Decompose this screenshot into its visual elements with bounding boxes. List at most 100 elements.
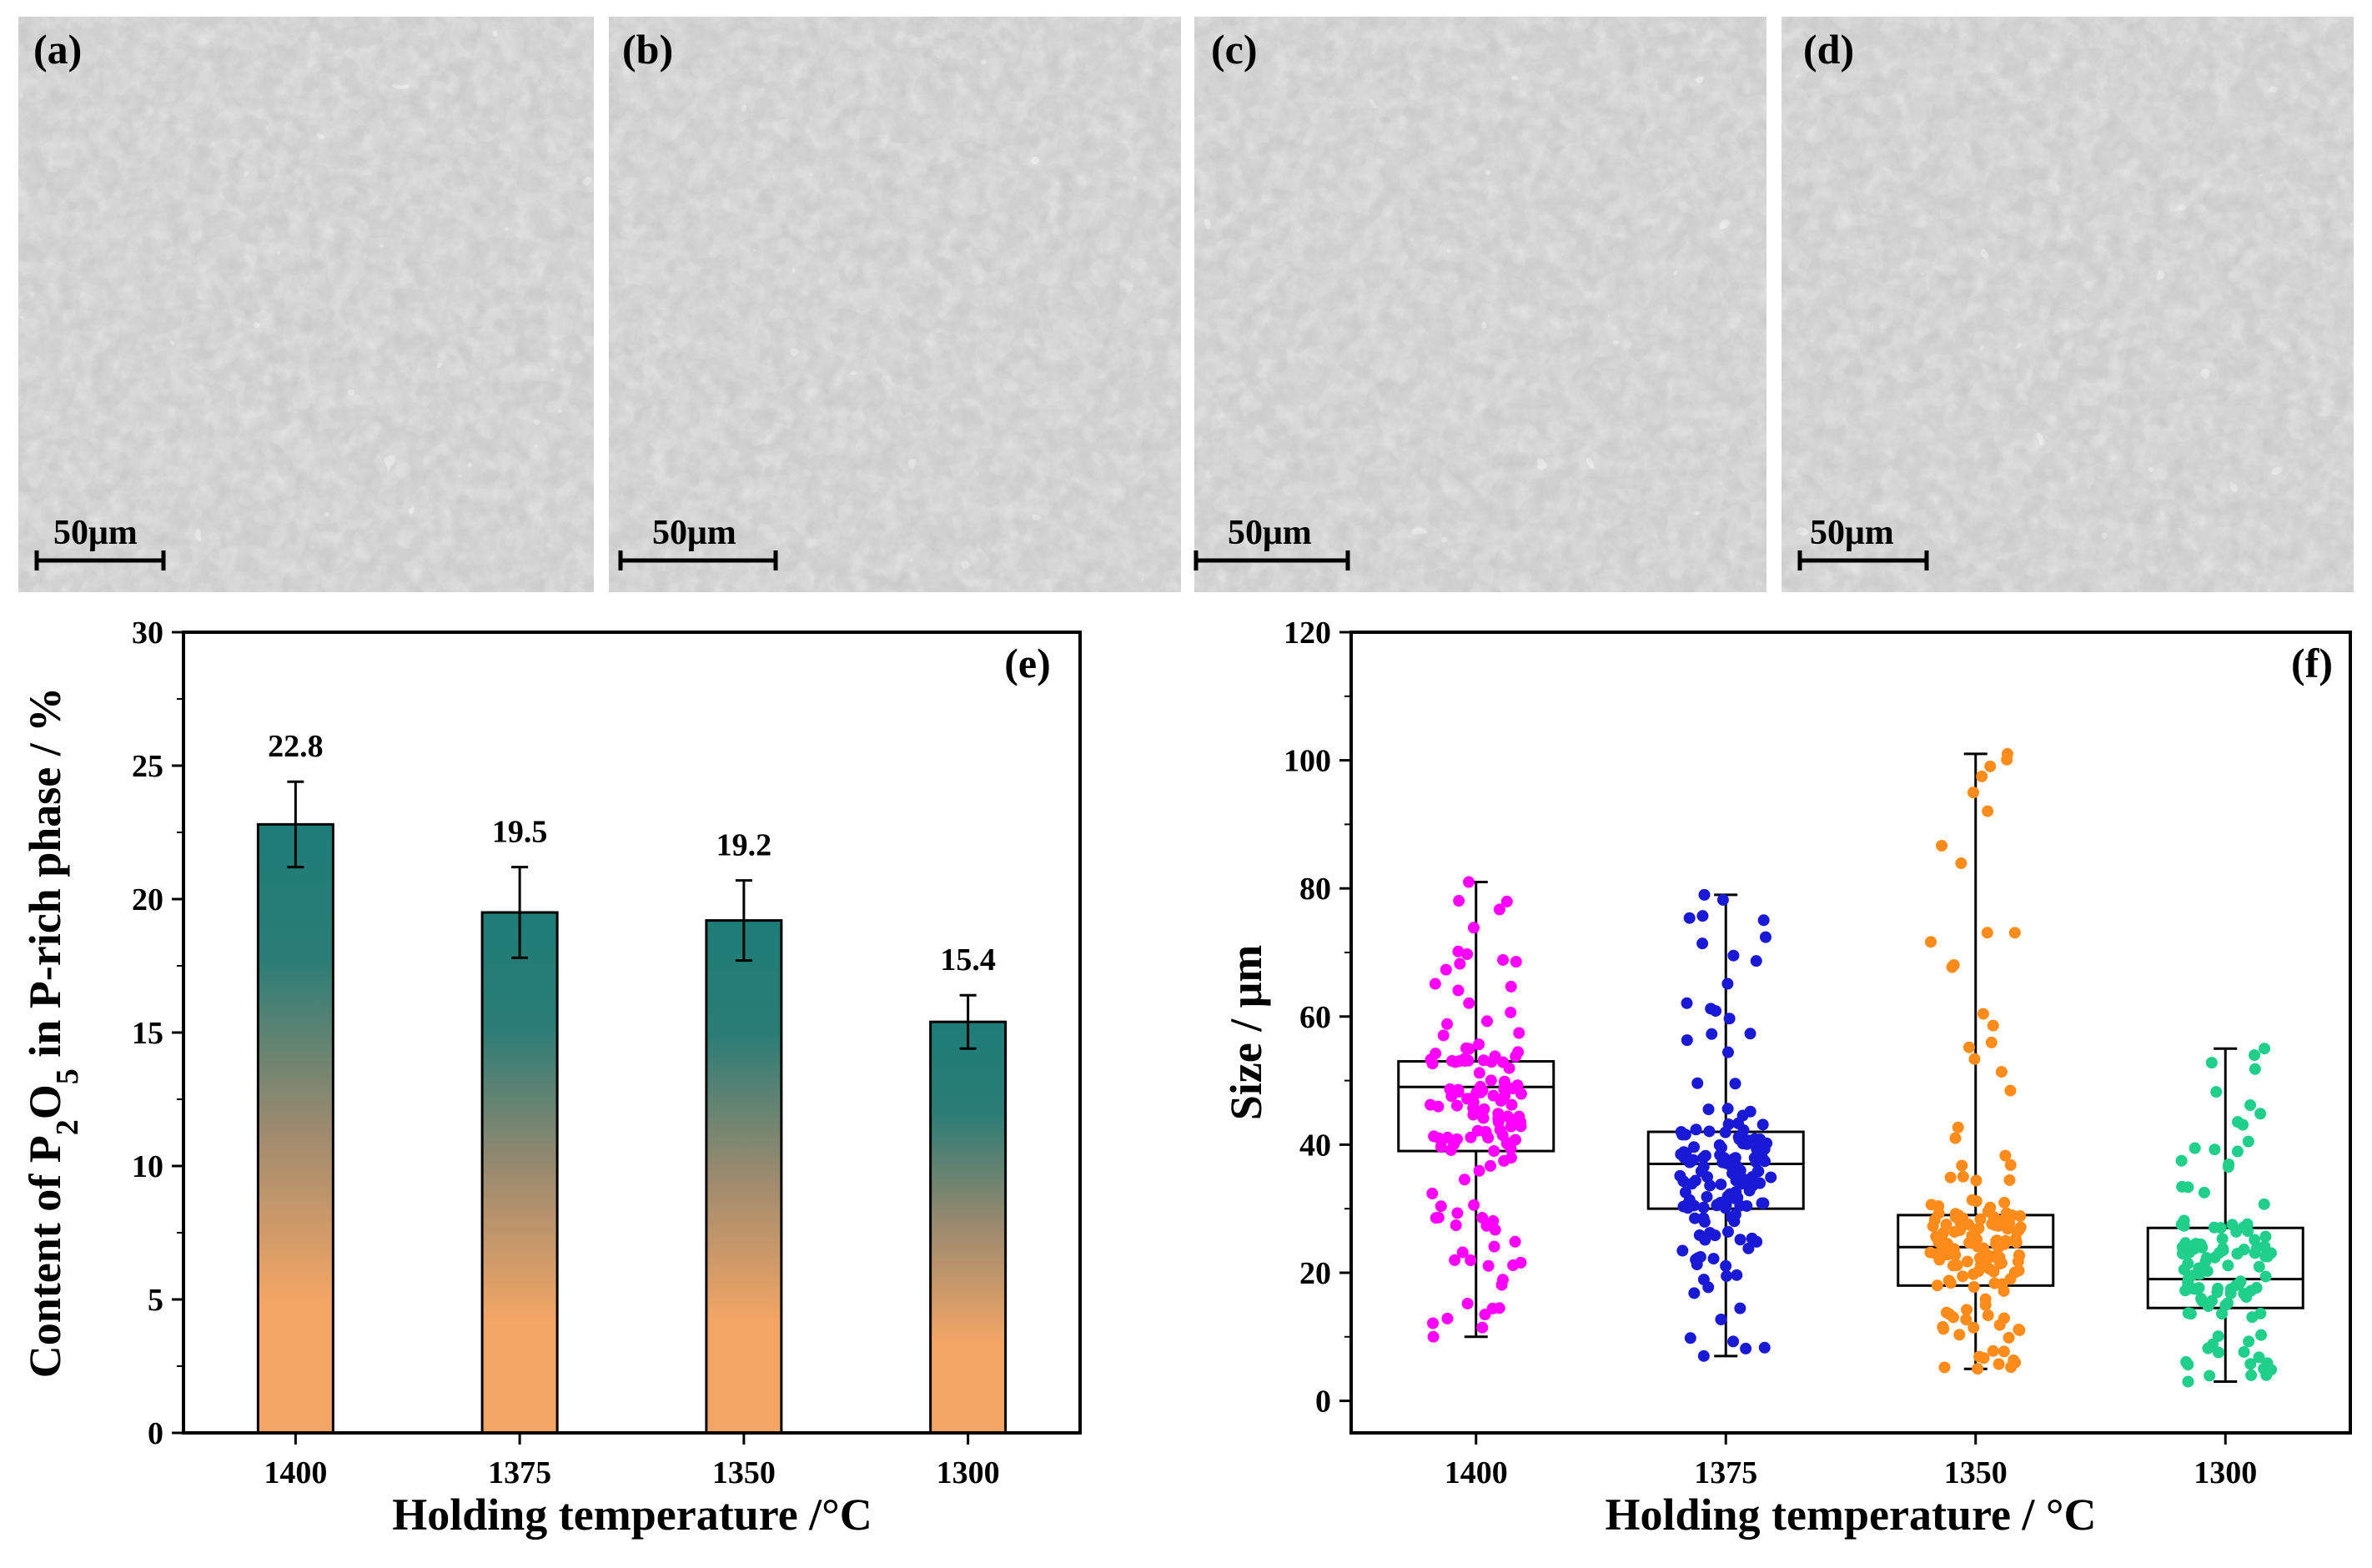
data-point-1400 — [1479, 1309, 1491, 1321]
data-point-1400 — [1471, 1124, 1484, 1137]
data-point-1350 — [1967, 787, 1979, 799]
data-point-1300 — [2254, 1108, 2267, 1120]
data-point-1350 — [1985, 1036, 1998, 1048]
data-point-1300 — [2224, 1287, 2237, 1299]
y-tick-label-30: 30 — [132, 616, 163, 651]
data-point-1375 — [1704, 1179, 1716, 1192]
value-label-1350: 19.2 — [716, 828, 772, 863]
data-point-1300 — [2231, 1248, 2244, 1260]
data-point-1400 — [1426, 1188, 1439, 1200]
data-point-1400 — [1512, 1046, 1525, 1058]
data-point-1350 — [1936, 839, 1948, 852]
data-point-1375 — [1721, 1225, 1734, 1238]
data-point-1400 — [1485, 1159, 1497, 1172]
data-point-1300 — [2249, 1049, 2261, 1062]
data-point-1400 — [1485, 1074, 1497, 1087]
chart-f-y-axis-title: Size / μm — [1221, 945, 1271, 1121]
data-point-1375 — [1727, 1335, 1740, 1348]
data-point-1400 — [1435, 1200, 1447, 1213]
x-tick-label-1300: 1300 — [2194, 1455, 2257, 1490]
data-point-1350 — [2008, 1266, 2021, 1279]
data-point-1400 — [1513, 1110, 1525, 1123]
data-point-1350 — [1942, 1274, 1955, 1287]
chart-f-points — [1425, 747, 2278, 1388]
data-point-1350 — [1973, 1350, 1986, 1363]
data-point-1375 — [1706, 1028, 1718, 1040]
data-point-1300 — [2234, 1277, 2246, 1289]
data-point-1350 — [1982, 1205, 1994, 1218]
data-point-1375 — [1715, 1141, 1727, 1153]
data-point-1400 — [1476, 1212, 1489, 1224]
data-point-1400 — [1465, 1254, 1477, 1267]
data-point-1300 — [2216, 1233, 2229, 1245]
data-point-1350 — [1924, 1246, 1937, 1259]
y-tick-label-80: 80 — [1299, 872, 1331, 907]
data-point-1350 — [1992, 1219, 2004, 1232]
data-point-1350 — [1937, 1320, 1949, 1333]
chart-e-x-ticks: 1400 1375 1350 1300 — [264, 1433, 1000, 1490]
data-point-1350 — [2013, 1323, 2025, 1335]
data-point-1350 — [1982, 805, 1994, 817]
data-point-1375 — [1737, 1124, 1750, 1137]
y-tick-label-25: 25 — [132, 749, 163, 784]
data-point-1350 — [1957, 1270, 1969, 1283]
data-point-1375 — [1756, 1118, 1769, 1131]
data-point-1350 — [1925, 936, 1937, 948]
data-point-1375 — [1697, 1201, 1710, 1214]
chart-e-y-ticks: 0 5 10 15 20 25 30 — [132, 616, 183, 1451]
data-point-1300 — [2244, 1358, 2257, 1370]
data-point-1350 — [1961, 1255, 1973, 1268]
micrograph-d: (d) 50μm — [1782, 17, 2354, 592]
data-point-1300 — [2212, 1282, 2224, 1294]
data-point-1350 — [2009, 1233, 2022, 1245]
data-point-1350 — [1995, 1257, 2008, 1269]
data-point-1350 — [1949, 1132, 1962, 1144]
bar-1300 — [929, 1020, 1008, 1435]
data-point-1300 — [2254, 1307, 2267, 1319]
data-point-1350 — [1984, 760, 1997, 772]
data-point-1375 — [1688, 1141, 1701, 1153]
data-point-1400 — [1495, 1094, 1507, 1107]
data-point-1350 — [1963, 1237, 1976, 1249]
data-point-1400 — [1510, 956, 1522, 968]
data-point-1400 — [1441, 1312, 1454, 1324]
data-point-1350 — [1957, 1170, 1969, 1183]
data-point-1400 — [1453, 895, 1465, 907]
data-point-1400 — [1429, 977, 1441, 990]
data-point-1300 — [2242, 1135, 2254, 1148]
chart-f-boxes — [1397, 752, 2304, 1384]
data-point-1300 — [2202, 1300, 2214, 1313]
data-point-1350 — [1995, 1066, 2008, 1078]
data-point-1375 — [1677, 1175, 1690, 1188]
data-point-1300 — [2202, 1342, 2214, 1354]
micrograph-a: (a) 50μm — [18, 17, 594, 592]
y-tick-label-0: 0 — [148, 1416, 163, 1451]
data-point-1350 — [1938, 1361, 1951, 1374]
data-point-1400 — [1463, 997, 1475, 1009]
data-point-1300 — [2184, 1308, 2197, 1320]
data-point-1300 — [2205, 1057, 2218, 1069]
data-point-1400 — [1507, 1259, 1520, 1272]
data-point-1350 — [1944, 1171, 1957, 1184]
scale-bar-b-label: 50μm — [652, 514, 736, 552]
data-point-1350 — [1976, 770, 1988, 782]
data-point-1400 — [1459, 1173, 1471, 1186]
data-point-1300 — [2255, 1329, 2268, 1341]
data-point-1350 — [1983, 1263, 1996, 1275]
data-point-1300 — [2243, 1335, 2255, 1348]
data-point-1300 — [2238, 1346, 2250, 1359]
data-point-1350 — [1996, 1278, 2008, 1290]
data-point-1375 — [1730, 1174, 1742, 1187]
data-point-1375 — [1721, 977, 1734, 990]
data-point-1375 — [1723, 1013, 1736, 1025]
data-point-1375 — [1684, 1332, 1696, 1344]
data-point-1350 — [1987, 1019, 1999, 1032]
data-point-1300 — [2209, 1143, 2221, 1156]
data-point-1400 — [1427, 1317, 1440, 1329]
data-point-1350 — [1967, 1268, 1979, 1280]
data-point-1400 — [1500, 895, 1513, 907]
data-point-1350 — [1974, 1213, 1987, 1225]
data-point-1375 — [1698, 1216, 1711, 1229]
data-point-1300 — [2222, 1259, 2234, 1272]
data-point-1375 — [1675, 1148, 1687, 1160]
